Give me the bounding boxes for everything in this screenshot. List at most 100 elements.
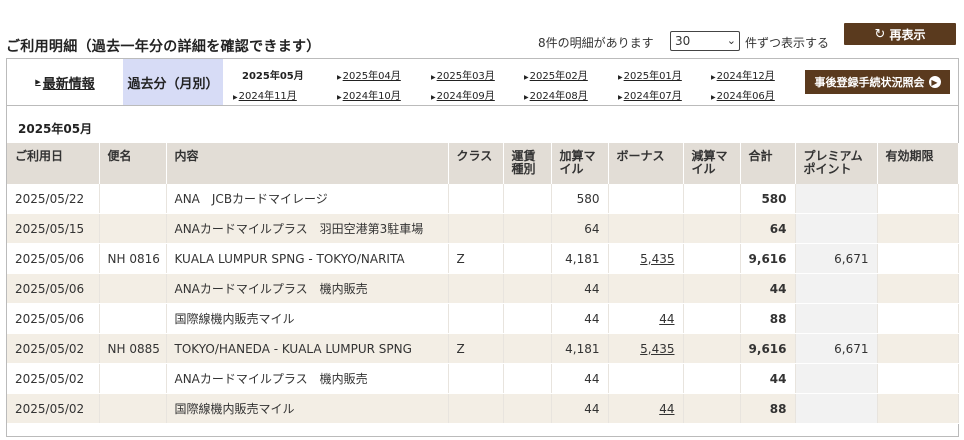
cell-added: 4,181 [551, 333, 609, 364]
month-link-label: 2025年03月 [436, 71, 495, 82]
cell-flight [99, 303, 167, 334]
month-link[interactable]: ▶2024年10月 [337, 87, 401, 102]
cell-flight [99, 363, 167, 394]
col-header-content: 内容 [166, 143, 449, 184]
cell-bonus[interactable]: 44 [608, 393, 684, 424]
cell-content: ANAカードマイルプラス 機内販売 [166, 363, 449, 394]
bonus-link[interactable]: 44 [659, 401, 675, 416]
cell-added: 44 [551, 303, 609, 334]
cell-class [448, 303, 504, 334]
col-header-class: クラス [448, 143, 504, 184]
col-header-added: 加算マイル [551, 143, 609, 184]
cell-total: 64 [740, 213, 796, 244]
month-link[interactable]: ▶2025年04月 [337, 67, 401, 82]
cell-date: 2025/05/06 [7, 273, 100, 304]
cell-bonus[interactable]: 44 [608, 303, 684, 334]
cell-fare [503, 213, 552, 244]
cell-fare [503, 273, 552, 304]
refresh-button[interactable]: ↻ 再表示 [844, 23, 956, 45]
triangle-right-icon: ▶ [711, 74, 716, 81]
month-link[interactable]: ▶2024年08月 [524, 87, 588, 102]
tab-latest-label: 最新情報 [42, 76, 95, 92]
table-row: 2025/05/02 国際線機内販売マイル 44 44 88 [7, 393, 959, 424]
cell-content: TOKYO/HANEDA - KUALA LUMPUR SPNG [166, 333, 449, 364]
table-row: 2025/05/15 ANAカードマイルプラス 羽田空港第3駐車場 64 64 [7, 213, 959, 244]
cell-class [448, 213, 504, 244]
cell-bonus [608, 273, 684, 304]
cell-date: 2025/05/02 [7, 363, 100, 394]
cell-deducted [683, 393, 741, 424]
cell-flight [99, 273, 167, 304]
cell-bonus [608, 184, 684, 214]
cell-class: Z [448, 333, 504, 364]
cell-class [448, 184, 504, 214]
cell-content: 国際線機内販売マイル [166, 393, 449, 424]
month-link-label: 2024年08月 [529, 91, 588, 102]
col-header-expiry: 有効期限 [877, 143, 959, 184]
cell-total: 44 [740, 363, 796, 394]
cell-date: 2025/05/02 [7, 333, 100, 364]
cell-added: 44 [551, 363, 609, 394]
triangle-right-icon: ▶ [524, 94, 529, 101]
cell-class [448, 273, 504, 304]
register-status-button[interactable]: 事後登録手続状況照会 ▶ [805, 70, 950, 94]
month-link[interactable]: ▶2025年03月 [431, 67, 495, 82]
cell-premium [795, 273, 878, 304]
cell-flight [99, 213, 167, 244]
col-header-date: ご利用日 [7, 143, 100, 184]
cell-date: 2025/05/06 [7, 243, 100, 274]
cell-added: 44 [551, 393, 609, 424]
cell-added: 580 [551, 184, 609, 214]
cell-content: ANAカードマイルプラス 羽田空港第3駐車場 [166, 213, 449, 244]
bonus-link[interactable]: 44 [659, 311, 675, 326]
bonus-link[interactable]: 5,435 [640, 341, 675, 356]
cell-bonus [608, 363, 684, 394]
tab-latest[interactable]: ▶ 最新情報 [7, 59, 124, 105]
per-page-select[interactable]: 30 ⌄ [670, 31, 740, 51]
month-link[interactable]: ▶2024年12月 [711, 67, 775, 82]
triangle-right-icon: ▶ [431, 74, 436, 81]
cell-deducted [683, 243, 741, 274]
cell-deducted [683, 213, 741, 244]
cell-premium [795, 393, 878, 424]
cell-content: KUALA LUMPUR SPNG - TOKYO/NARITA [166, 243, 449, 274]
col-header-bonus: ボーナス [608, 143, 684, 184]
month-link-label: 2024年06月 [716, 91, 775, 102]
cell-expiry [877, 243, 959, 274]
bonus-link[interactable]: 5,435 [640, 251, 675, 266]
cell-premium [795, 363, 878, 394]
month-link[interactable]: ▶2025年01月 [618, 67, 682, 82]
cell-fare [503, 184, 552, 214]
col-header-deducted: 減算マイル [683, 143, 741, 184]
cell-deducted [683, 273, 741, 304]
triangle-right-icon: ▶ [524, 74, 529, 81]
table-row: 2025/05/02 NH 0885 TOKYO/HANEDA - KUALA … [7, 333, 959, 364]
month-link[interactable]: ▶2024年09月 [431, 87, 495, 102]
month-link[interactable]: ▶2024年11月 [233, 87, 297, 102]
cell-total: 9,616 [740, 333, 796, 364]
cell-premium [795, 303, 878, 334]
table-row: 2025/05/06 NH 0816 KUALA LUMPUR SPNG - T… [7, 243, 959, 274]
cell-deducted [683, 363, 741, 394]
month-link[interactable]: ▶2024年06月 [711, 87, 775, 102]
month-link[interactable]: ▶2024年07月 [618, 87, 682, 102]
cell-bonus[interactable]: 5,435 [608, 243, 684, 274]
cell-bonus[interactable]: 5,435 [608, 333, 684, 364]
tab-past[interactable]: 過去分（月別） [123, 59, 223, 105]
cell-expiry [877, 273, 959, 304]
month-link-label: 2024年09月 [436, 91, 495, 102]
cell-date: 2025/05/06 [7, 303, 100, 334]
cell-premium [795, 184, 878, 214]
col-header-fare: 運賃種別 [503, 143, 552, 184]
cell-date: 2025/05/02 [7, 393, 100, 424]
cell-fare [503, 333, 552, 364]
triangle-right-icon: ▶ [337, 74, 342, 81]
cell-fare [503, 393, 552, 424]
month-heading: 2025年05月 [18, 122, 93, 136]
cell-flight [99, 184, 167, 214]
month-link-label: 2024年12月 [716, 71, 775, 82]
col-header-flight: 便名 [99, 143, 167, 184]
cell-fare [503, 363, 552, 394]
triangle-right-icon: ▶ [35, 78, 41, 86]
month-link[interactable]: ▶2025年02月 [524, 67, 588, 82]
